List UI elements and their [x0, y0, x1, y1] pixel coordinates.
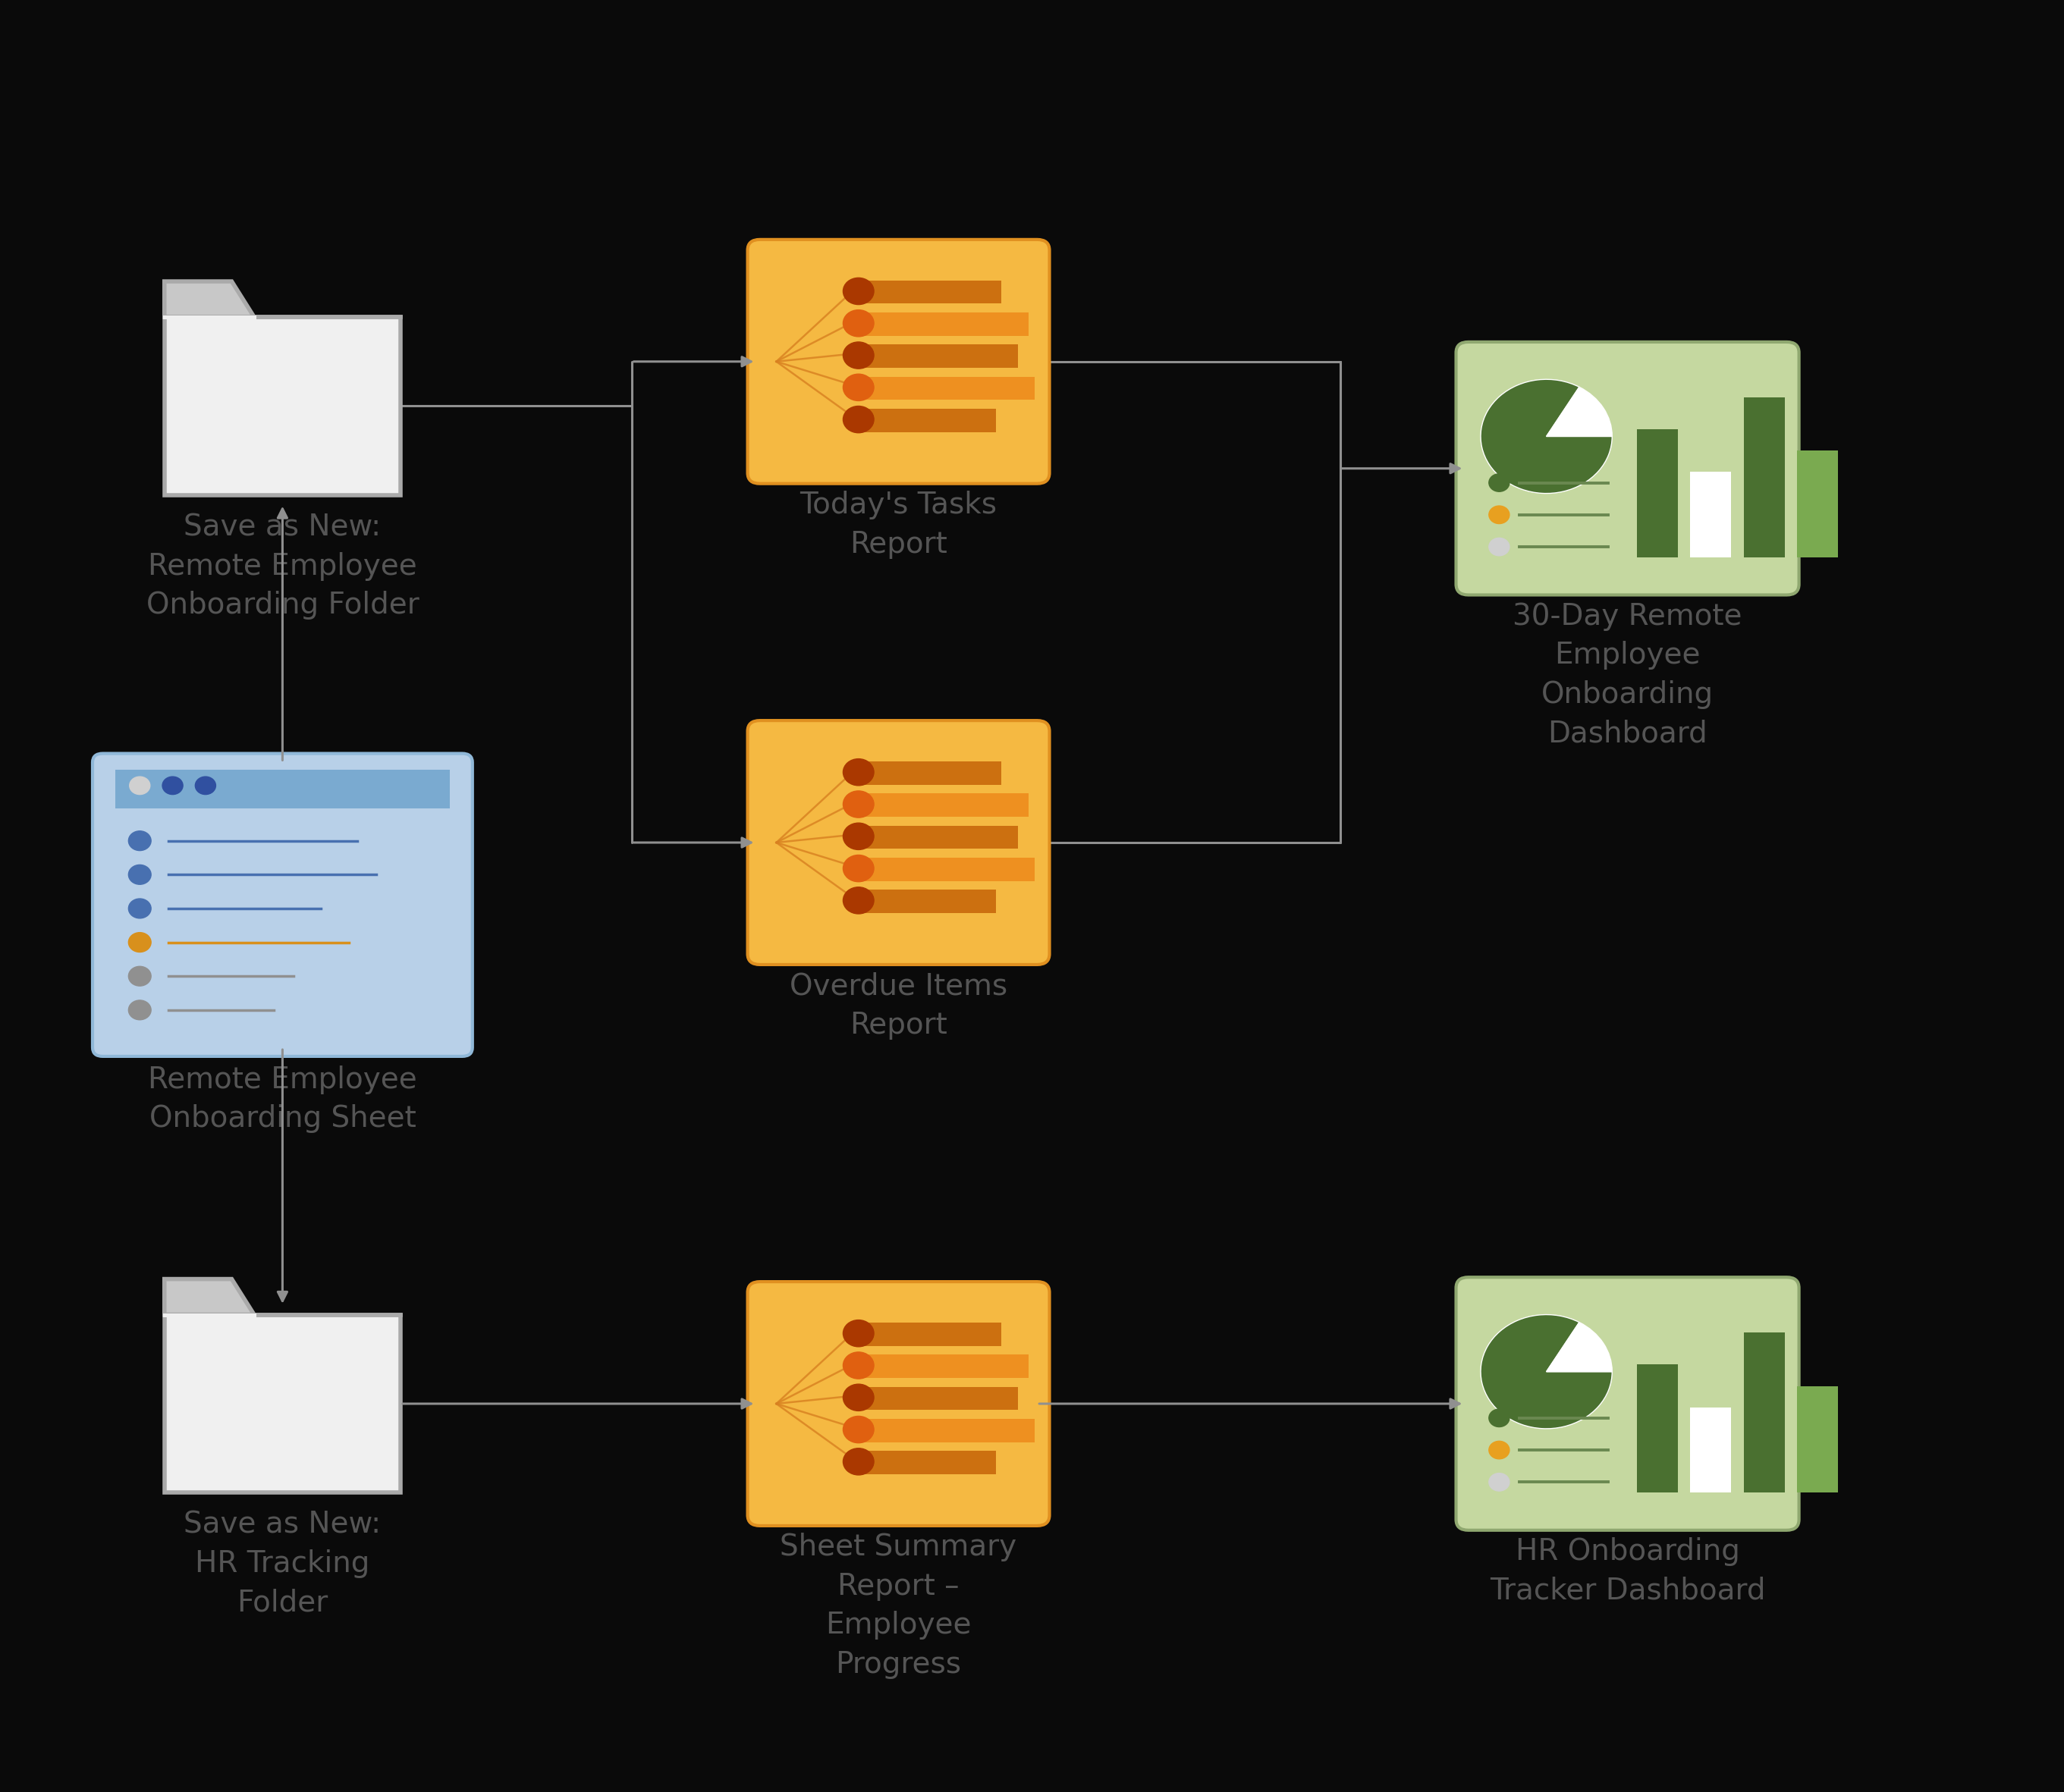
FancyBboxPatch shape: [747, 1281, 1049, 1525]
Circle shape: [842, 758, 873, 785]
Wedge shape: [1480, 380, 1612, 493]
Circle shape: [130, 776, 151, 794]
Bar: [116, 769, 450, 808]
Bar: [863, 891, 995, 912]
Text: Save as New:
Remote Employee
Onboarding Folder: Save as New: Remote Employee Onboarding …: [147, 513, 419, 620]
Circle shape: [1488, 1473, 1509, 1491]
Bar: [863, 1355, 1030, 1378]
Text: Save as New:
HR Tracking
Folder: Save as New: HR Tracking Folder: [184, 1511, 382, 1618]
Circle shape: [1488, 473, 1509, 491]
Circle shape: [1488, 505, 1509, 523]
Bar: [863, 1322, 1001, 1346]
Text: Today's Tasks
Report: Today's Tasks Report: [801, 491, 997, 559]
Circle shape: [128, 1000, 151, 1020]
Bar: [863, 344, 1018, 367]
Bar: [863, 376, 1034, 400]
Circle shape: [842, 310, 873, 337]
Circle shape: [842, 407, 873, 434]
Bar: [863, 281, 1001, 303]
Bar: [1744, 1333, 1785, 1493]
Circle shape: [842, 823, 873, 849]
Bar: [863, 1387, 1018, 1410]
Bar: [1690, 471, 1732, 557]
Circle shape: [842, 1351, 873, 1378]
Text: HR Onboarding
Tracker Dashboard: HR Onboarding Tracker Dashboard: [1490, 1538, 1765, 1606]
Wedge shape: [1546, 1322, 1612, 1371]
FancyBboxPatch shape: [165, 317, 400, 495]
Circle shape: [842, 342, 873, 369]
Bar: [1637, 1364, 1678, 1493]
Circle shape: [842, 375, 873, 401]
Bar: [863, 762, 1001, 785]
Bar: [863, 409, 995, 432]
Bar: [1798, 450, 1837, 557]
Circle shape: [842, 887, 873, 914]
FancyBboxPatch shape: [1455, 342, 1800, 595]
Wedge shape: [1546, 387, 1612, 437]
Bar: [863, 1419, 1034, 1443]
Bar: [863, 794, 1030, 817]
Wedge shape: [1480, 1315, 1612, 1428]
Bar: [863, 858, 1034, 882]
Circle shape: [163, 776, 184, 794]
Bar: [863, 1452, 995, 1475]
Text: Overdue Items
Report: Overdue Items Report: [791, 971, 1007, 1039]
Circle shape: [842, 1448, 873, 1475]
FancyBboxPatch shape: [93, 753, 473, 1055]
Text: Sheet Summary
Report –
Employee
Progress: Sheet Summary Report – Employee Progress: [780, 1532, 1018, 1679]
Circle shape: [1488, 538, 1509, 556]
Polygon shape: [165, 1279, 254, 1315]
FancyBboxPatch shape: [747, 720, 1049, 964]
Bar: [1690, 1407, 1732, 1493]
Text: Remote Employee
Onboarding Sheet: Remote Employee Onboarding Sheet: [149, 1064, 417, 1133]
Circle shape: [842, 1321, 873, 1348]
FancyBboxPatch shape: [1455, 1278, 1800, 1530]
Circle shape: [842, 790, 873, 817]
FancyBboxPatch shape: [165, 1315, 400, 1493]
Circle shape: [196, 776, 217, 794]
Circle shape: [128, 866, 151, 885]
Bar: [863, 312, 1030, 335]
Circle shape: [1488, 1409, 1509, 1426]
Bar: [863, 826, 1018, 849]
Bar: [1637, 430, 1678, 557]
Circle shape: [1488, 1441, 1509, 1459]
Bar: [1744, 398, 1785, 557]
FancyBboxPatch shape: [747, 240, 1049, 484]
Text: 30-Day Remote
Employee
Onboarding
Dashboard: 30-Day Remote Employee Onboarding Dashbo…: [1513, 602, 1742, 747]
Circle shape: [842, 1416, 873, 1443]
Circle shape: [128, 898, 151, 918]
Circle shape: [128, 932, 151, 952]
Circle shape: [842, 855, 873, 882]
Circle shape: [842, 1383, 873, 1410]
Circle shape: [128, 831, 151, 851]
Polygon shape: [165, 281, 254, 317]
Circle shape: [842, 278, 873, 305]
Circle shape: [128, 966, 151, 986]
Bar: [1798, 1385, 1837, 1493]
